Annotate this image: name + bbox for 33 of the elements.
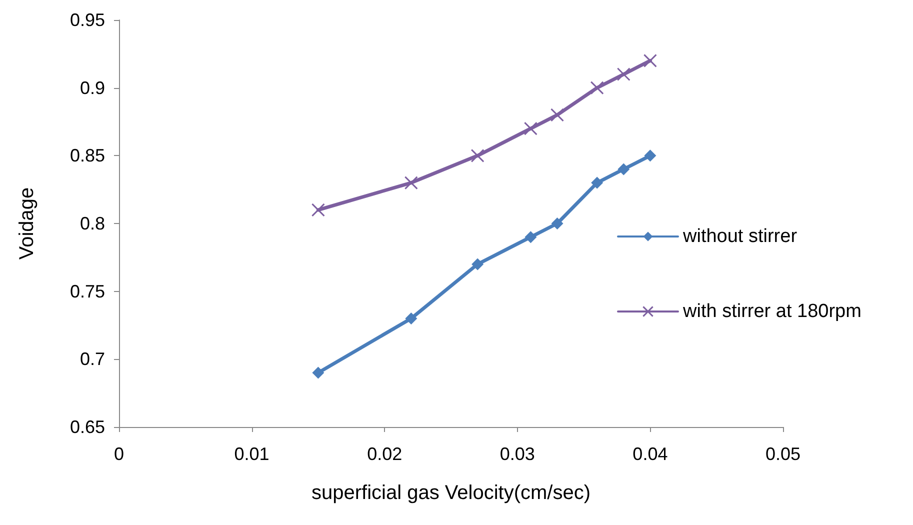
y-tick-label: 0.7	[80, 349, 105, 370]
y-tick-label: 0.65	[70, 417, 105, 437]
point	[618, 163, 630, 176]
point	[404, 176, 418, 190]
point	[550, 108, 564, 122]
legend-label: with stirrer at 180rpm	[682, 301, 862, 322]
point	[405, 312, 418, 324]
point	[524, 231, 537, 244]
point	[524, 122, 538, 136]
point	[644, 150, 656, 162]
y-tick-label: 0.85	[70, 146, 105, 166]
legend-label: without stirrer	[682, 226, 798, 247]
y-tick-label: 0.75	[70, 281, 105, 302]
point	[590, 81, 604, 95]
x-tick-label: 0	[114, 444, 124, 464]
x-tick-label: 0.04	[632, 444, 668, 464]
x-tick-label: 0.02	[367, 444, 402, 464]
point	[643, 54, 657, 68]
point	[551, 218, 564, 230]
x-axis-title: superficial gas Velocity(cm/sec)	[312, 482, 590, 504]
point	[472, 258, 484, 270]
point	[591, 176, 604, 189]
y-tick-label: 0.95	[70, 10, 105, 30]
y-tick-label: 0.8	[80, 214, 105, 234]
x-tick-label: 0.05	[765, 444, 801, 464]
x-tick-label: 0.01	[234, 444, 270, 464]
x-tick-label: 0.03	[500, 444, 535, 464]
y-axis-title: Voidage	[16, 187, 38, 260]
point	[616, 68, 630, 82]
point	[311, 203, 325, 217]
point	[312, 366, 324, 379]
y-tick-label: 0.9	[80, 78, 105, 98]
point	[470, 148, 484, 162]
